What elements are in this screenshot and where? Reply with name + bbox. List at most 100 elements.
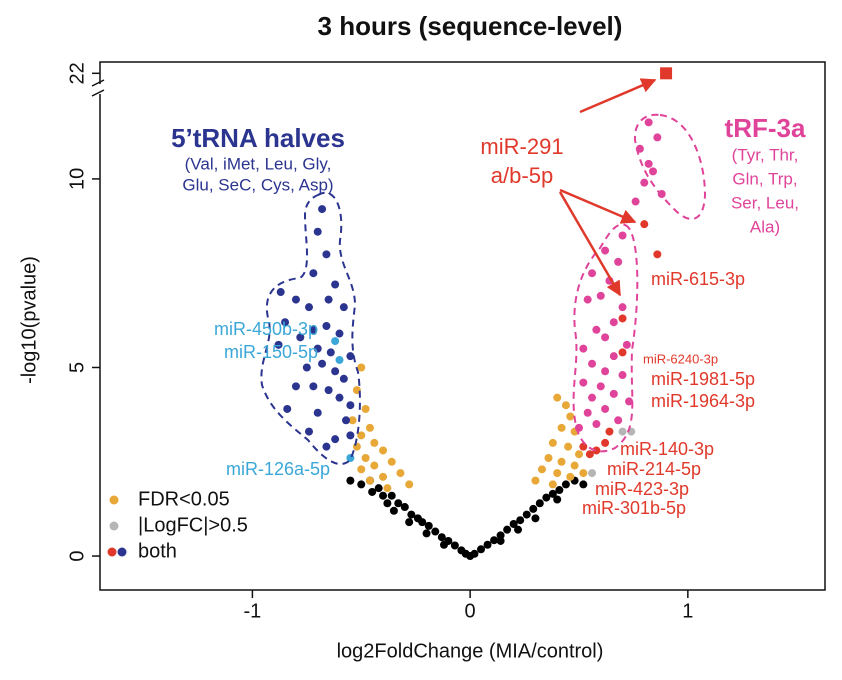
point [566, 472, 575, 481]
annotation: miR-1964-3p [651, 391, 755, 411]
legend-swatch [109, 521, 119, 531]
point [331, 337, 340, 346]
point [555, 486, 564, 495]
point [622, 340, 631, 349]
point [313, 344, 322, 353]
point [553, 393, 562, 402]
point [437, 533, 446, 542]
point [466, 552, 475, 561]
point [313, 227, 322, 236]
point [302, 363, 311, 372]
point [601, 404, 610, 413]
point [324, 295, 333, 304]
point [357, 431, 366, 440]
point [339, 374, 348, 383]
point [490, 536, 499, 545]
contour-trf3a-lower [572, 223, 639, 453]
point [407, 510, 416, 519]
point [483, 540, 492, 549]
point [579, 442, 588, 451]
point [592, 446, 601, 455]
point [365, 476, 374, 485]
point [281, 318, 290, 327]
annotation: miR-1981-5p [651, 369, 755, 389]
point [431, 527, 440, 536]
axis-break-gap [92, 84, 108, 94]
point [296, 333, 305, 342]
point [601, 246, 610, 255]
point [379, 446, 388, 455]
point [557, 457, 566, 466]
point [318, 359, 327, 368]
point [322, 442, 331, 451]
point [592, 325, 601, 334]
point [544, 454, 553, 462]
point [348, 416, 357, 425]
point [653, 133, 662, 142]
legend-swatch [109, 495, 119, 505]
annotations: 5’tRNA halves(Val, iMet, Leu, Gly, Glu, S… [171, 113, 806, 518]
point [313, 408, 322, 417]
legend-label: |LogFC|>0.5 [138, 514, 248, 536]
point [496, 536, 505, 545]
arrow [558, 191, 622, 297]
contours [260, 113, 707, 466]
point [601, 367, 610, 376]
contour-trf3a [633, 113, 707, 220]
point [361, 454, 370, 462]
point [601, 438, 610, 447]
annotation: (Tyr, Thr, [732, 145, 799, 164]
annotation: Glu, SeC, Cys, Asp) [182, 175, 333, 194]
point [379, 491, 388, 500]
point [548, 480, 557, 489]
annotation: miR-214-5p [607, 459, 701, 479]
point [644, 159, 653, 168]
point [588, 393, 597, 402]
point [276, 288, 285, 297]
point [649, 167, 658, 176]
point [352, 442, 361, 451]
point [405, 480, 414, 489]
point [516, 516, 525, 525]
point [583, 295, 592, 304]
point [283, 404, 292, 413]
point [357, 465, 366, 474]
point [387, 457, 396, 466]
point [274, 340, 283, 349]
point [503, 525, 512, 534]
point [331, 367, 340, 376]
point [339, 303, 348, 312]
y-tick-label: 10 [66, 168, 88, 190]
point [579, 378, 588, 387]
point [609, 389, 618, 398]
arrow [579, 78, 657, 114]
point [570, 461, 579, 470]
point [346, 476, 355, 485]
annotation: miR-126a-5p [226, 459, 330, 479]
point [579, 480, 588, 489]
point [477, 545, 486, 554]
plot-frame [99, 61, 826, 591]
point [383, 499, 392, 508]
point [368, 487, 377, 496]
annotation: miR-301b-5p [582, 498, 686, 518]
point [588, 269, 597, 278]
point [331, 280, 340, 289]
point [640, 220, 649, 229]
point [548, 438, 557, 447]
point [579, 344, 588, 353]
annotation: 5’tRNA halves [171, 123, 345, 153]
point [324, 386, 333, 395]
point [618, 231, 627, 240]
point [335, 393, 344, 402]
point [557, 423, 566, 432]
point [535, 499, 544, 508]
point [553, 469, 562, 478]
point [335, 329, 344, 338]
point [365, 423, 374, 432]
point [305, 303, 314, 312]
point [574, 450, 583, 459]
point [309, 325, 318, 334]
x-tick-label: -1 [244, 600, 262, 622]
